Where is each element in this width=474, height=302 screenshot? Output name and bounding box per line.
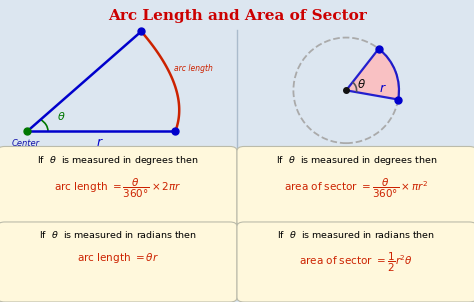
Text: $r$: $r$ xyxy=(379,82,387,95)
Text: Arc Length and Area of Sector: Arc Length and Area of Sector xyxy=(108,9,366,23)
Text: Center: Center xyxy=(11,139,39,148)
Text: arc length $= \dfrac{\theta}{360°}\times 2\pi r$: arc length $= \dfrac{\theta}{360°}\times… xyxy=(54,177,181,200)
Text: arc length $= \theta r$: arc length $= \theta r$ xyxy=(77,251,158,265)
Text: area of sector $= \dfrac{\theta}{360°}\times \pi r^2$: area of sector $= \dfrac{\theta}{360°}\t… xyxy=(284,177,428,200)
Text: If  $\theta$  is measured in radians then: If $\theta$ is measured in radians then xyxy=(38,229,197,240)
Text: $\theta$: $\theta$ xyxy=(57,110,66,122)
Text: $r$: $r$ xyxy=(96,136,104,149)
Text: If  $\theta$  is measured in radians then: If $\theta$ is measured in radians then xyxy=(277,229,436,240)
Text: area of sector $= \dfrac{1}{2} r^2\theta$: area of sector $= \dfrac{1}{2} r^2\theta… xyxy=(300,251,413,274)
Text: If  $\theta$  is measured in degrees then: If $\theta$ is measured in degrees then xyxy=(37,154,198,167)
Wedge shape xyxy=(346,49,399,100)
Text: If  $\theta$  is measured in degrees then: If $\theta$ is measured in degrees then xyxy=(276,154,437,167)
Text: $\theta$: $\theta$ xyxy=(357,78,366,91)
Text: arc length: arc length xyxy=(174,64,213,73)
